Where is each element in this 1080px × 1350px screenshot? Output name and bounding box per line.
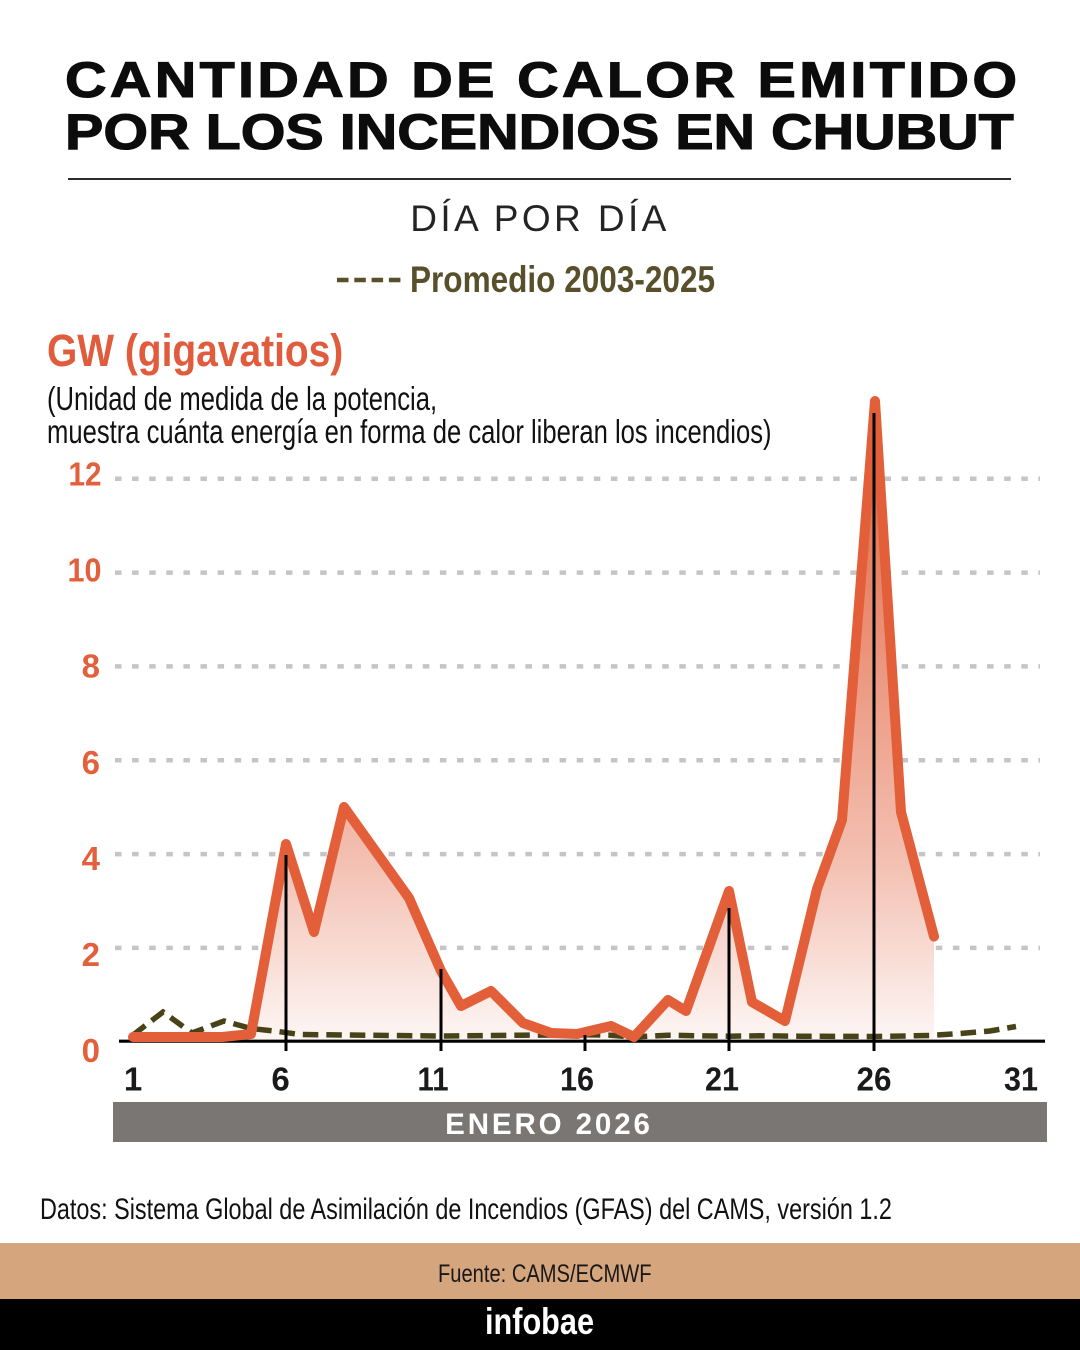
svg-text:0: 0 [82,1032,100,1069]
svg-text:4: 4 [82,840,101,877]
svg-text:31: 31 [1004,1061,1038,1098]
svg-text:26: 26 [857,1061,892,1098]
svg-text:10: 10 [68,552,102,589]
svg-text:6: 6 [82,744,100,781]
svg-text:1: 1 [124,1061,142,1098]
svg-text:11: 11 [418,1061,449,1098]
svg-text:8: 8 [82,648,100,685]
svg-text:6: 6 [271,1061,289,1098]
svg-text:12: 12 [69,456,102,493]
svg-text:16: 16 [560,1061,594,1098]
svg-text:2: 2 [82,936,100,973]
svg-text:21: 21 [705,1061,739,1098]
